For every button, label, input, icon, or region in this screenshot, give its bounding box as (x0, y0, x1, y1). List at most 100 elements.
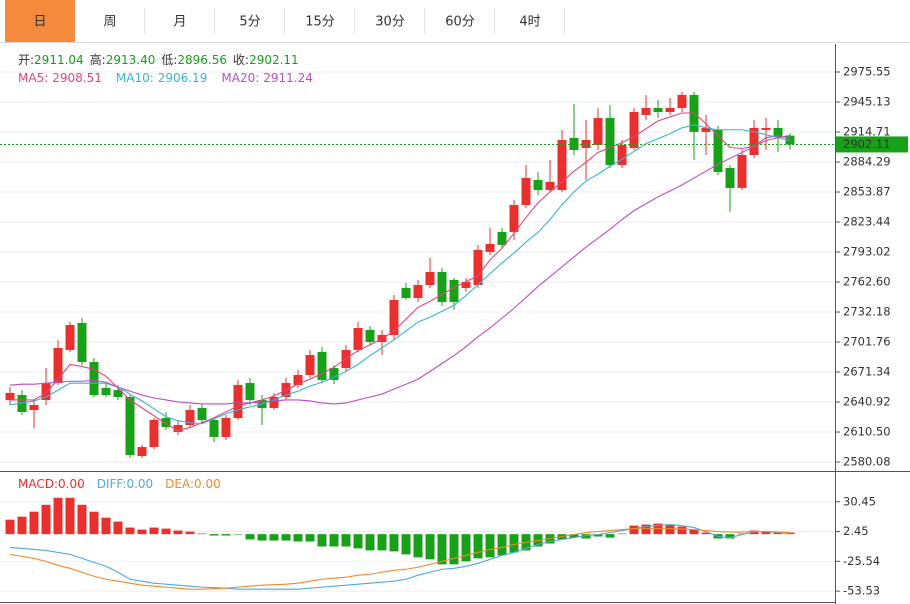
tab-background (495, 0, 565, 42)
candle-body (545, 181, 555, 191)
y-tick-label: 2762.60 (843, 275, 891, 289)
y-tick-label: -53.53 (843, 584, 880, 598)
candle-body (761, 127, 771, 130)
tab[interactable]: 日 (5, 0, 75, 42)
candle-body (533, 179, 543, 191)
ohlc-name: 开: (18, 53, 34, 67)
macd-bar (725, 534, 735, 539)
ma-value: 2911.24 (263, 71, 313, 85)
ohlc-value: 2913.40 (106, 53, 156, 67)
macd-bar (101, 517, 111, 535)
candle-body (593, 118, 603, 145)
last-price-tag (836, 136, 908, 153)
candle-body (737, 155, 747, 188)
candle-body (605, 118, 615, 165)
candle-body (773, 127, 783, 137)
ma-value: 2908.51 (52, 71, 102, 85)
ma-name: MA20: (221, 71, 259, 85)
candle-body (521, 177, 531, 206)
macd-bar (113, 521, 123, 535)
candle-body (149, 419, 159, 448)
macd-bar (317, 534, 327, 547)
candle-body (701, 127, 711, 132)
macd-bar (641, 524, 651, 535)
y-tick-label: 2640.92 (843, 395, 891, 409)
tab[interactable]: 60分 (425, 0, 495, 42)
candle-body (317, 351, 327, 380)
ohlc-name: 低: (161, 53, 177, 67)
macd-bar (197, 533, 207, 535)
candle-body (101, 387, 111, 396)
macd-bar (341, 534, 351, 547)
candle-body (173, 425, 183, 432)
macd-bar (281, 534, 291, 541)
y-tick-label: 2823.44 (843, 215, 891, 229)
macd-bar (461, 534, 471, 562)
tab[interactable]: 月 (145, 0, 215, 42)
macd-bar (353, 534, 363, 549)
macd-bar (233, 534, 243, 535)
tab-label: 30分 (375, 15, 405, 30)
candle-body (245, 383, 255, 400)
macd-bar (53, 497, 63, 535)
macd-legend-name: DIFF: (97, 477, 127, 491)
y-tick-label: 2.45 (843, 524, 869, 538)
y-tick-label: 2793.02 (843, 245, 891, 259)
candle-body (185, 410, 195, 426)
tab-label: 15分 (305, 15, 335, 30)
candle-body (365, 329, 375, 342)
macd-bar (185, 531, 195, 535)
macd-legend-value: 0.00 (126, 477, 153, 491)
candle-body (41, 383, 51, 400)
tab-label: 60分 (445, 15, 475, 30)
candle-body (353, 327, 363, 350)
macd-bar (329, 534, 339, 547)
ma-line (9, 124, 791, 425)
macd-bar (65, 497, 75, 535)
candle-body (713, 129, 723, 172)
tab-background (145, 0, 215, 42)
macd-line (9, 524, 791, 590)
tab[interactable]: 30分 (355, 0, 425, 42)
candle-body (461, 281, 471, 288)
tab[interactable]: 15分 (285, 0, 355, 42)
macd-bar (629, 525, 639, 535)
candle-body (437, 271, 447, 302)
macd-bar (569, 534, 579, 538)
candle-body (413, 284, 423, 299)
macd-bar (29, 511, 39, 535)
tab[interactable]: 周 (75, 0, 145, 42)
candle-body (197, 407, 207, 420)
macd-bar (737, 533, 747, 535)
candle-body (329, 368, 339, 380)
candle-body (137, 447, 147, 456)
tab[interactable]: 4时 (495, 0, 565, 42)
candle-body (5, 392, 15, 400)
last-price-label: 2902.11 (843, 137, 891, 151)
macd-legend-name: MACD: (18, 477, 58, 491)
macd-bar (401, 534, 411, 555)
macd-legend-name: DEA: (165, 477, 194, 491)
candle-body (389, 299, 399, 335)
ohlc-legend: 开:2911.04 高:2913.40 低:2896.56 收:2902.11 (18, 52, 299, 67)
tab-label: 日 (33, 15, 46, 30)
tab[interactable]: 5分 (215, 0, 285, 42)
tab-background (215, 0, 285, 42)
tab-label: 周 (103, 15, 116, 30)
macd-bar (173, 530, 183, 535)
candle-body (677, 94, 687, 108)
candle-body (557, 140, 567, 191)
macd-bar (749, 530, 759, 535)
y-tick-label: 30.45 (843, 494, 876, 508)
ohlc-name: 高: (90, 52, 106, 67)
tab-label: 5分 (239, 15, 260, 30)
candle-body (305, 355, 315, 376)
candle-body (125, 397, 135, 456)
candle-body (89, 362, 99, 396)
macd-bar (161, 528, 171, 535)
macd-bar (137, 529, 147, 535)
ohlc-name: 收: (233, 53, 249, 67)
candle-body (77, 322, 87, 363)
tab-background (425, 0, 495, 42)
